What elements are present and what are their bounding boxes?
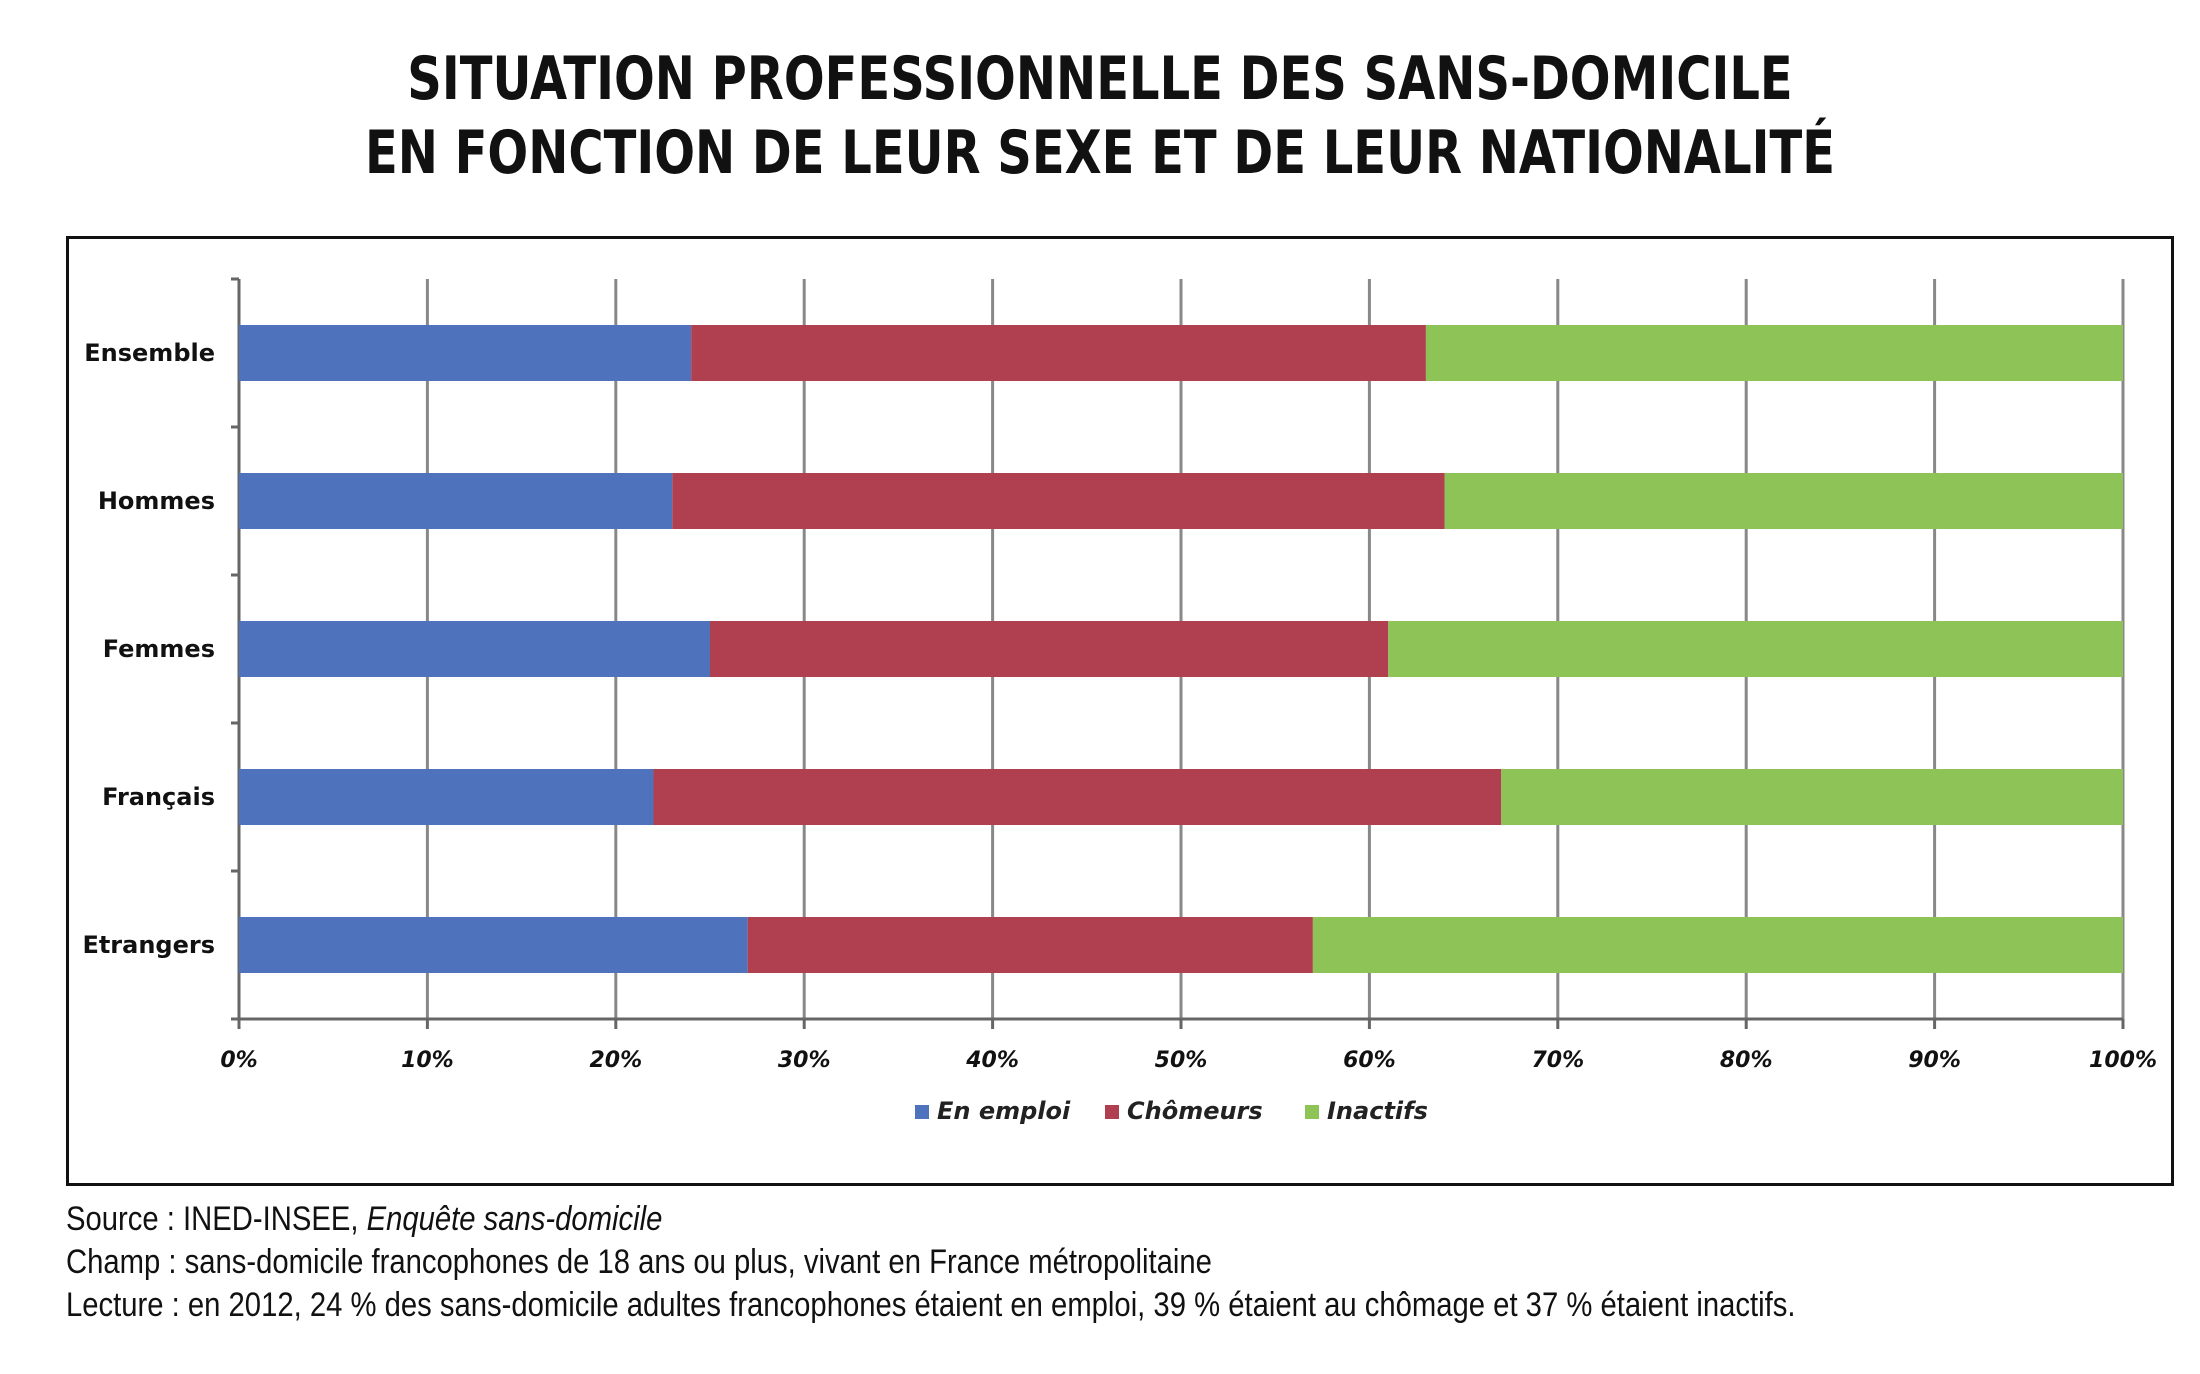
x-tick-label: 70%: [1531, 1048, 1584, 1073]
lecture-note: Lecture : en 2012, 24 % des sans-domicil…: [66, 1286, 1796, 1324]
category-label: Ensemble: [84, 339, 215, 367]
source-note: Source : INED-INSEE, Enquête sans-domici…: [66, 1198, 1872, 1241]
bar-en-emploi: [239, 769, 654, 825]
chart-title-line-1: SITUATION PROFESSIONNELLE DES SANS-DOMIC…: [407, 44, 1793, 114]
bar-en-emploi: [239, 917, 748, 973]
category-label: Etrangers: [82, 931, 215, 959]
bar-ch-meurs: [710, 621, 1389, 677]
bar-inactifs: [1501, 769, 2123, 825]
legend-label: En emploi: [937, 1097, 1071, 1125]
category-label: Hommes: [98, 487, 215, 515]
category-label: Femmes: [103, 635, 215, 663]
legend-swatch: [1105, 1105, 1119, 1119]
x-tick-label: 60%: [1343, 1048, 1396, 1073]
x-tick-label: 90%: [1908, 1048, 1961, 1073]
bar-en-emploi: [239, 621, 710, 677]
champ-note: Champ : sans-domicile francophones de 18…: [66, 1243, 1212, 1281]
bar-ch-meurs: [653, 769, 1502, 825]
chart-frame: Ensemble Hommes Femmes Français Etrangers 0% 1…: [66, 236, 2174, 1186]
category-label: Français: [102, 783, 215, 811]
legend-swatch: [915, 1105, 929, 1119]
legend-label: Chômeurs: [1127, 1097, 1263, 1125]
bar-inactifs: [1312, 917, 2123, 973]
bar-inactifs: [1444, 473, 2123, 529]
x-tick-label: 0%: [220, 1048, 257, 1073]
x-tick-label: 40%: [965, 1048, 1019, 1073]
x-tick-label: 10%: [401, 1048, 454, 1073]
x-tick-label: 80%: [1720, 1048, 1773, 1073]
bar-ch-meurs: [691, 325, 1426, 381]
bar-en-emploi: [239, 473, 673, 529]
source-survey-name: Enquête sans-domicile: [366, 1200, 663, 1238]
x-tick-label: 20%: [589, 1048, 642, 1073]
legend-swatch: [1305, 1105, 1319, 1119]
x-tick-label: 50%: [1155, 1048, 1208, 1073]
bar-inactifs: [1425, 325, 2123, 381]
legend-label: Inactifs: [1327, 1097, 1428, 1125]
chart-title-line-2: EN FONCTION DE LEUR SEXE ET DE LEUR NATI…: [364, 118, 1836, 188]
x-tick-label: 30%: [778, 1048, 831, 1073]
bar-ch-meurs: [672, 473, 1445, 529]
chart-title: SITUATION PROFESSIONNELLE DES SANS-DOMIC…: [0, 42, 2200, 190]
bar-en-emploi: [239, 325, 692, 381]
x-tick-label: 100%: [2089, 1048, 2157, 1073]
source-prefix: Source : INED-INSEE,: [66, 1200, 367, 1238]
stacked-bar-chart: Ensemble Hommes Femmes Français Etrangers 0% 1…: [82, 277, 2157, 1125]
chart-notes: Source : INED-INSEE, Enquête sans-domici…: [66, 1198, 2166, 1327]
bar-ch-meurs: [747, 917, 1313, 973]
bar-inactifs: [1388, 621, 2123, 677]
